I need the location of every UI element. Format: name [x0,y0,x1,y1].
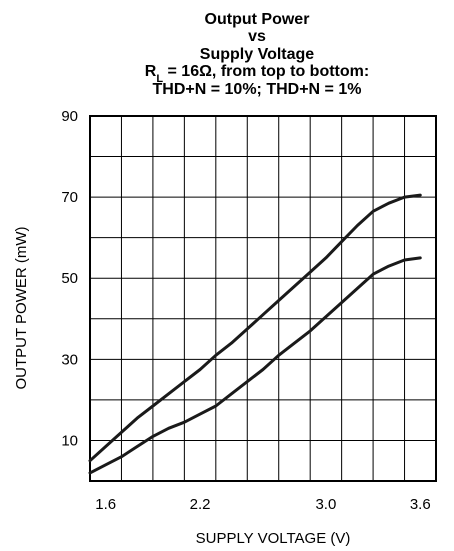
x-tick-label: 3.6 [410,496,431,513]
y-tick-label: 30 [61,351,78,368]
plot-frame [89,115,437,482]
y-tick-label: 10 [61,432,78,449]
x-tick-label: 2.2 [190,496,211,513]
title-line: vs [248,28,266,45]
x-tick-label: 1.6 [95,496,116,513]
x-axis-label: SUPPLY VOLTAGE (V) [196,530,351,547]
series-group [88,193,422,475]
title-line: RL = 16Ω, from top to bottom: [145,63,369,85]
series-line-1 [88,193,422,463]
title-line: THD+N = 10%; THD+N = 1% [153,81,362,98]
y-tick-label: 70 [61,189,78,206]
grid [90,116,436,481]
x-axis-ticks: 1.6 2.2 3.0 3.6 [95,496,430,513]
y-tick-label: 50 [61,270,78,287]
y-tick-label: 90 [61,108,78,125]
y-axis-ticks: 10 30 50 70 90 [61,108,78,449]
title-line: Output Power [205,11,310,28]
x-tick-label: 3.0 [315,496,336,513]
title-line: Supply Voltage [200,46,314,63]
series-line-2 [88,256,422,475]
y-axis-label: OUTPUT POWER (mW) [13,226,30,389]
